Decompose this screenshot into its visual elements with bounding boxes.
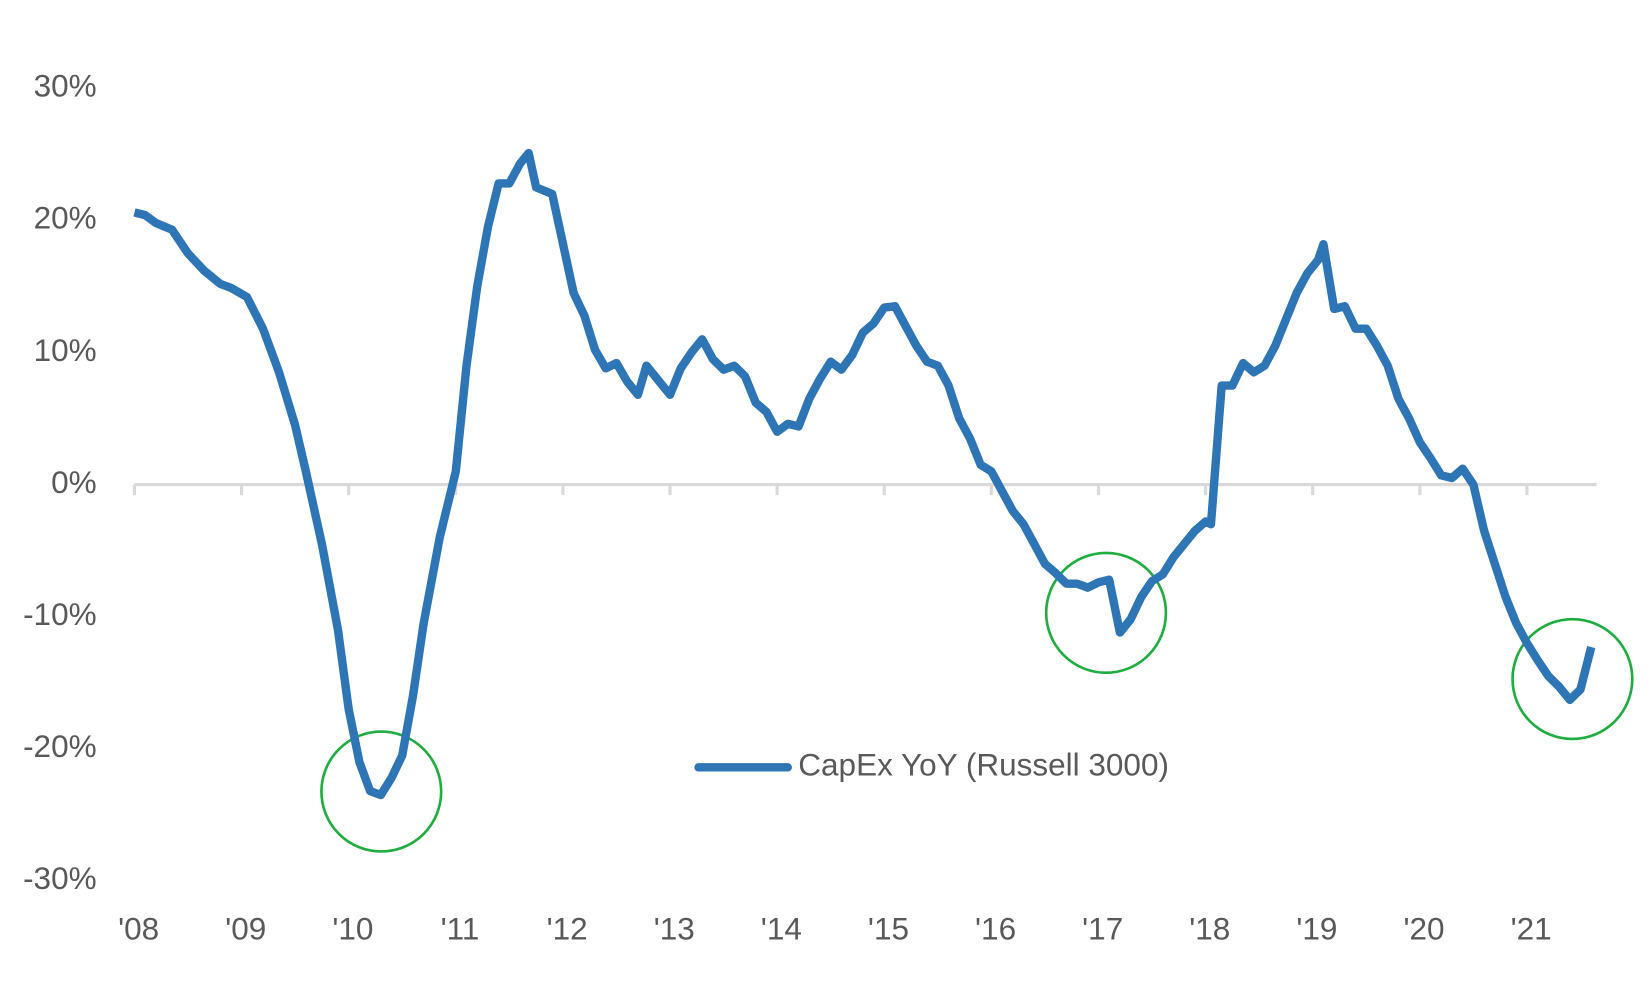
y-tick-label: -10% — [23, 596, 97, 632]
y-tick-label: -30% — [23, 860, 97, 896]
x-tick-label: '18 — [1189, 911, 1230, 947]
x-tick-label: '08 — [118, 911, 159, 947]
x-tick-label: '12 — [547, 911, 588, 947]
highlight-circle — [320, 730, 443, 853]
highlight-circle — [1511, 617, 1634, 741]
x-tick-label: '21 — [1511, 911, 1552, 947]
x-tick-label: '09 — [225, 911, 266, 947]
x-tick-label: '16 — [975, 911, 1016, 947]
y-tick-label: 30% — [34, 68, 97, 104]
x-tick-label: '20 — [1404, 911, 1445, 947]
legend-label: CapEx YoY (Russell 3000) — [798, 747, 1169, 783]
y-tick-label: 20% — [34, 200, 97, 236]
x-tick-label: '17 — [1082, 911, 1123, 947]
x-tick-label: '14 — [761, 911, 802, 947]
line-series — [133, 148, 1596, 800]
x-tick-label: '10 — [332, 911, 373, 947]
highlight-circle — [1044, 551, 1168, 675]
x-tick-label: '19 — [1296, 911, 1337, 947]
y-tick-label: -20% — [23, 728, 97, 764]
x-tick-label: '11 — [441, 911, 480, 947]
x-tick-label: '15 — [868, 911, 909, 947]
x-tick-label: '13 — [654, 911, 695, 947]
y-tick-label: 0% — [51, 464, 97, 500]
y-tick-label: 10% — [34, 332, 97, 368]
